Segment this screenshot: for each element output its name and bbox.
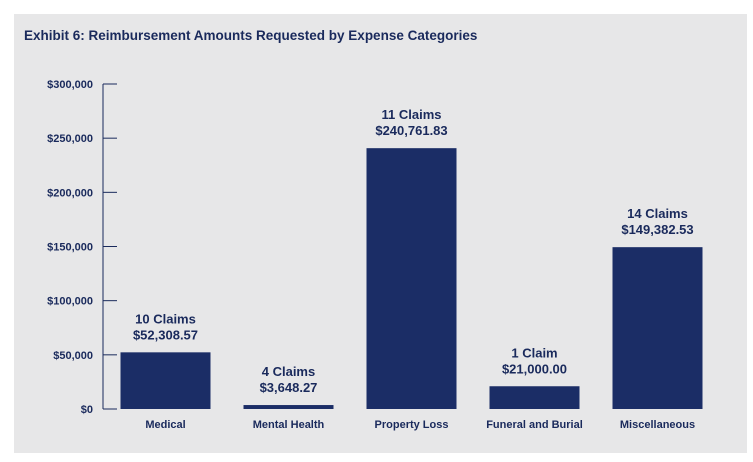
bar-claims-label: 11 Claims — [382, 107, 442, 122]
y-tick-label: $150,000 — [47, 242, 93, 254]
y-tick-label: $250,000 — [47, 133, 93, 145]
bar-miscellaneous — [612, 247, 703, 409]
bar-funeral-and-burial — [489, 386, 580, 409]
bar-value-label: $240,761.83 — [375, 123, 447, 138]
bar-value-label: $149,382.53 — [621, 222, 693, 237]
bar-claims-label: 10 Claims — [135, 311, 196, 326]
chart-title: Exhibit 6: Reimbursement Amounts Request… — [24, 28, 478, 43]
x-category-label: Property Loss — [375, 419, 449, 431]
y-tick-label: $100,000 — [47, 296, 93, 308]
x-axis-labels: Medical Mental Health Property Loss Funeral… — [145, 419, 695, 431]
y-tick-label: $200,000 — [47, 187, 93, 199]
bar-value-label: $21,000.00 — [502, 361, 567, 376]
x-category-label: Medical — [145, 419, 185, 431]
bar-mental-health — [243, 405, 334, 409]
bar-medical — [120, 352, 211, 409]
bar-value-label: $52,308.57 — [133, 327, 198, 342]
bar-claims-label: 14 Claims — [627, 206, 688, 221]
y-tick-label: $300,000 — [47, 79, 93, 91]
y-tick-label: $0 — [81, 404, 93, 416]
bar-value-label: $3,648.27 — [260, 380, 318, 395]
bars — [120, 148, 703, 409]
y-axis: $0 $50,000 $100,000 $150,000 $200,000 $250,00… — [47, 79, 117, 416]
x-category-label: Funeral and Burial — [486, 419, 583, 431]
y-tick-label: $50,000 — [53, 350, 93, 362]
bar-claims-label: 1 Claim — [511, 345, 557, 360]
bar-claims-label: 4 Claims — [262, 364, 315, 379]
bar-property-loss — [366, 148, 457, 409]
x-category-label: Miscellaneous — [620, 419, 695, 431]
x-category-label: Mental Health — [253, 419, 325, 431]
